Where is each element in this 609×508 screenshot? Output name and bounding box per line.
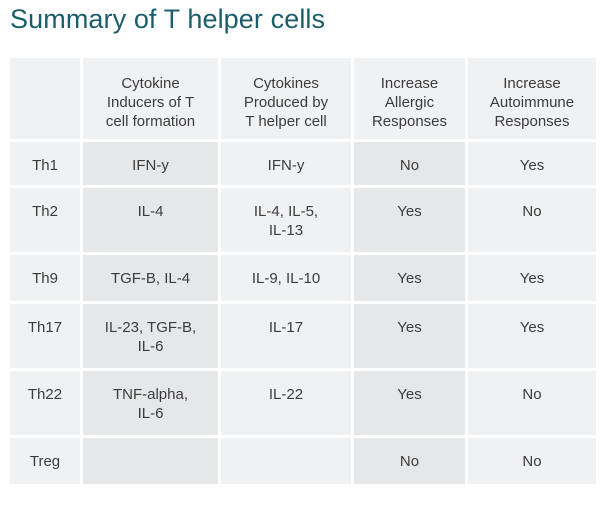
row-label-cell: Th2 — [10, 188, 80, 252]
produced-cell: IL-4, IL-5, IL-13 — [221, 188, 351, 252]
produced-cell: IL-22 — [221, 371, 351, 435]
produced-cell: IFN-y — [221, 142, 351, 185]
allergic-cell: Yes — [354, 304, 465, 368]
inducers-cell: TNF-alpha, IL-6 — [83, 371, 218, 435]
inducers-cell: IL-23, TGF-B, IL-6 — [83, 304, 218, 368]
inducers-cell: TGF-B, IL-4 — [83, 255, 218, 301]
header-cell-cytokines-produced: Cytokines Produced by T helper cell — [221, 58, 351, 139]
header-cell-blank — [10, 58, 80, 139]
inducers-cell — [83, 438, 218, 484]
allergic-cell: Yes — [354, 255, 465, 301]
t-helper-summary-table: Cytokine Inducers of T cell formation Cy… — [7, 55, 599, 487]
table-row-th9: Th9 TGF-B, IL-4 IL-9, IL-10 Yes Yes — [10, 255, 596, 301]
produced-cell: IL-9, IL-10 — [221, 255, 351, 301]
row-label-cell: Th17 — [10, 304, 80, 368]
row-label-cell: Th1 — [10, 142, 80, 185]
header-cell-autoimmune-responses: Increase Autoimmune Responses — [468, 58, 596, 139]
allergic-cell: No — [354, 438, 465, 484]
autoimmune-cell: No — [468, 188, 596, 252]
inducers-cell: IFN-y — [83, 142, 218, 185]
autoimmune-cell: No — [468, 438, 596, 484]
allergic-cell: Yes — [354, 188, 465, 252]
autoimmune-cell: Yes — [468, 304, 596, 368]
table-row-th22: Th22 TNF-alpha, IL-6 IL-22 Yes No — [10, 371, 596, 435]
produced-cell — [221, 438, 351, 484]
table-header-row: Cytokine Inducers of T cell formation Cy… — [10, 58, 596, 139]
row-label-cell: Treg — [10, 438, 80, 484]
autoimmune-cell: No — [468, 371, 596, 435]
table-row-th1: Th1 IFN-y IFN-y No Yes — [10, 142, 596, 185]
header-cell-allergic-responses: Increase Allergic Responses — [354, 58, 465, 139]
table-row-th17: Th17 IL-23, TGF-B, IL-6 IL-17 Yes Yes — [10, 304, 596, 368]
row-label-cell: Th9 — [10, 255, 80, 301]
header-cell-cytokine-inducers: Cytokine Inducers of T cell formation — [83, 58, 218, 139]
row-label-cell: Th22 — [10, 371, 80, 435]
table-row-th2: Th2 IL-4 IL-4, IL-5, IL-13 Yes No — [10, 188, 596, 252]
table-row-treg: Treg No No — [10, 438, 596, 484]
allergic-cell: Yes — [354, 371, 465, 435]
inducers-cell: IL-4 — [83, 188, 218, 252]
autoimmune-cell: Yes — [468, 142, 596, 185]
page-title: Summary of T helper cells — [10, 4, 326, 34]
autoimmune-cell: Yes — [468, 255, 596, 301]
allergic-cell: No — [354, 142, 465, 185]
produced-cell: IL-17 — [221, 304, 351, 368]
